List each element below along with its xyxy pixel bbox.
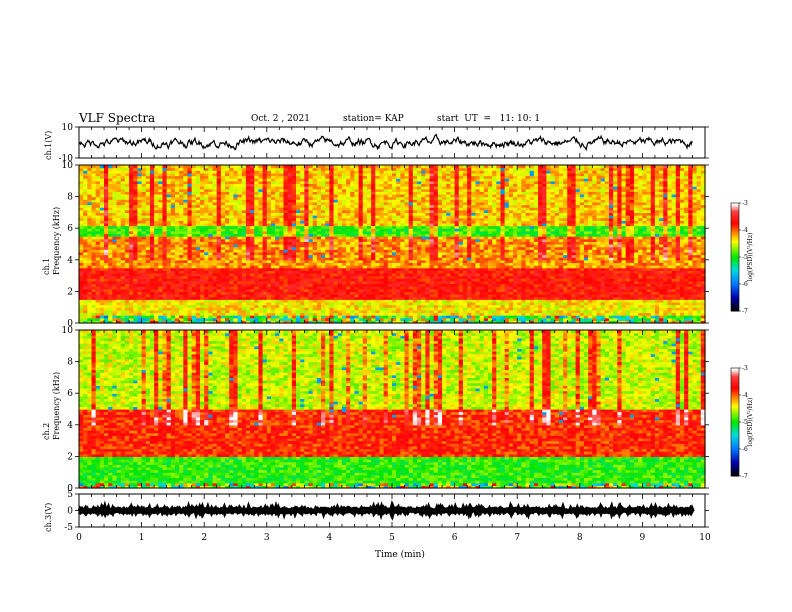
ch1-spectrogram-plot <box>79 165 706 324</box>
